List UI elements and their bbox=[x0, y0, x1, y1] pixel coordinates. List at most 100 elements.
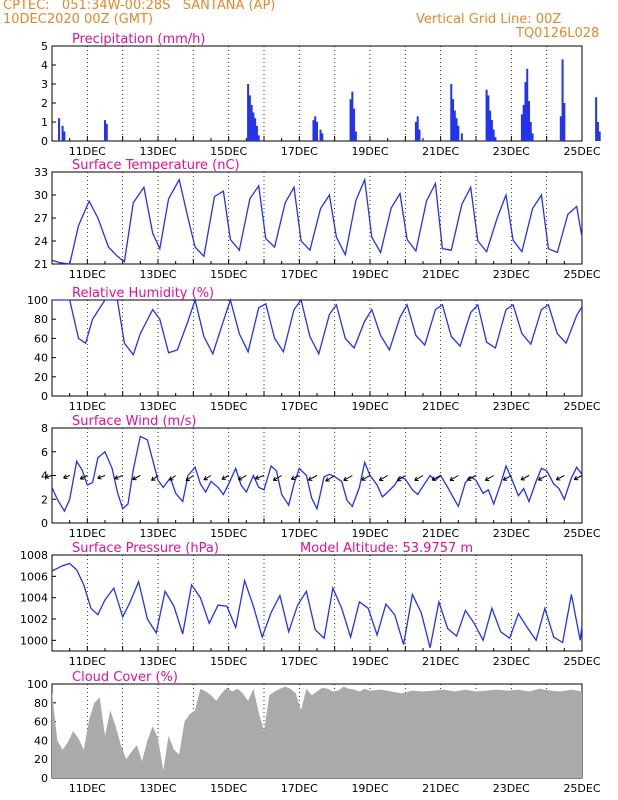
panel-pressure: 1000 1002 1004 1006 1008 11DEC 13DEC 15DEC 17DEC… bbox=[20, 541, 601, 668]
precip-bar bbox=[520, 114, 523, 141]
wind-arrow-head bbox=[255, 478, 260, 480]
wind-arrow-head bbox=[396, 476, 400, 481]
wind-arrow bbox=[308, 475, 318, 481]
wind-arrow bbox=[255, 475, 265, 480]
precip-bar bbox=[418, 129, 421, 141]
panel-frame bbox=[51, 299, 583, 397]
wind-arrow bbox=[520, 475, 530, 481]
y-tick-label: 100 bbox=[27, 678, 48, 691]
wind-arrow bbox=[132, 475, 141, 480]
precip-bar bbox=[61, 125, 64, 141]
wind-arrow-head bbox=[325, 477, 329, 482]
y-tick-label: 27 bbox=[34, 212, 48, 225]
wind-arrow-head bbox=[449, 476, 453, 481]
wind-arrow bbox=[485, 475, 494, 481]
wind-series-line bbox=[51, 435, 583, 513]
wind-arrow-head bbox=[63, 477, 68, 480]
precip-bar bbox=[494, 137, 497, 141]
y-tick-label: 0 bbox=[41, 135, 48, 148]
panel-title: Precipitation (mm/h) bbox=[72, 32, 205, 47]
x-tick-label: 23DEC bbox=[493, 782, 530, 795]
wind-arrow bbox=[325, 475, 335, 482]
wind-arrow bbox=[151, 475, 159, 481]
precip-bar bbox=[522, 104, 525, 141]
y-tick-label: 20 bbox=[34, 753, 48, 766]
wind-arrow-head bbox=[520, 476, 524, 481]
x-tick-label: 19DEC bbox=[351, 268, 388, 281]
y-tick-label: 80 bbox=[34, 697, 48, 710]
precip-bar bbox=[487, 95, 490, 141]
precip-bar bbox=[353, 108, 356, 141]
x-tick-label: 17DEC bbox=[281, 527, 318, 540]
precip-bar bbox=[354, 131, 357, 141]
precip-bar bbox=[559, 116, 562, 141]
y-tick-label: 40 bbox=[34, 734, 48, 747]
wind-arrow-head bbox=[237, 476, 241, 481]
x-tick-label: 13DEC bbox=[139, 655, 176, 668]
panel-humidity: 0 20 40 60 80 100 11DEC 13DEC 15DEC 17DEC 19DEC 21D… bbox=[27, 286, 601, 413]
y-tick-label: 8 bbox=[41, 422, 48, 435]
panel-title: Surface Pressure (hPa) bbox=[72, 541, 219, 556]
precip-bar bbox=[316, 122, 318, 141]
precip-bar bbox=[485, 89, 488, 141]
wind-arrow-head bbox=[63, 474, 67, 479]
precip-bar bbox=[529, 122, 532, 141]
wind-arrow-head bbox=[114, 475, 118, 479]
precip-bar bbox=[563, 103, 566, 141]
x-tick-label: 17DEC bbox=[281, 400, 318, 413]
precip-bar bbox=[455, 118, 458, 141]
precip-bar bbox=[349, 99, 352, 141]
precip-bar bbox=[528, 101, 530, 141]
x-tick-label: 23DEC bbox=[493, 145, 530, 158]
x-tick-label: 17DEC bbox=[281, 782, 318, 795]
x-tick-label: 25DEC bbox=[563, 268, 600, 281]
x-tick-label: 11DEC bbox=[69, 268, 106, 281]
precip-bar bbox=[319, 129, 322, 141]
wind-arrow bbox=[361, 475, 371, 481]
x-tick-label: 15DEC bbox=[210, 145, 247, 158]
precip-bar bbox=[561, 59, 564, 141]
x-tick-label: 19DEC bbox=[351, 527, 388, 540]
panel-annotation: Model Altitude: 53.9757 m bbox=[300, 541, 473, 556]
wind-arrow-head bbox=[169, 476, 172, 481]
x-tick-label: 19DEC bbox=[351, 782, 388, 795]
x-tick-label: 13DEC bbox=[139, 400, 176, 413]
panel-title: Relative Humidity (%) bbox=[72, 286, 214, 301]
x-tick-label: 17DEC bbox=[281, 268, 318, 281]
wind-arrow bbox=[467, 475, 477, 481]
wind-arrow bbox=[343, 475, 353, 481]
panel-temperature: 21 24 27 30 33 11DEC 13DEC 15DEC 17DEC 19DEC 21DEC… bbox=[34, 158, 601, 281]
x-tick-label: 23DEC bbox=[493, 400, 530, 413]
wind-arrow bbox=[273, 475, 282, 481]
panel-title: Cloud Cover (%) bbox=[72, 670, 178, 685]
y-tick-label: 24 bbox=[34, 235, 48, 248]
x-tick-label: 13DEC bbox=[139, 782, 176, 795]
wind-arrow-head bbox=[484, 476, 488, 481]
precip-bar bbox=[312, 120, 315, 141]
x-tick-label: 19DEC bbox=[351, 145, 388, 158]
pressure-series-line bbox=[51, 562, 583, 648]
precip-bar bbox=[452, 99, 455, 141]
y-tick-label: 40 bbox=[34, 352, 48, 365]
x-tick-label: 17DEC bbox=[281, 145, 318, 158]
y-tick-label: 0 bbox=[41, 772, 48, 785]
panel-title: Surface Wind (m/s) bbox=[72, 414, 196, 429]
y-tick-label: 2 bbox=[41, 493, 48, 506]
x-tick-label: 21DEC bbox=[422, 145, 459, 158]
grid-note: Vertical Grid Line: 00Z bbox=[416, 12, 562, 27]
x-tick-label: 15DEC bbox=[210, 400, 247, 413]
precip-bar bbox=[255, 125, 258, 141]
x-tick-label: 21DEC bbox=[422, 527, 459, 540]
precip-bar bbox=[58, 118, 61, 141]
humidity-series-line bbox=[52, 297, 583, 357]
x-tick-label: 25DEC bbox=[563, 782, 600, 795]
wind-arrow-head bbox=[151, 476, 154, 481]
precip-bar bbox=[524, 82, 527, 141]
y-tick-label: 20 bbox=[34, 371, 48, 384]
cloud-area bbox=[52, 686, 582, 778]
wind-arrow bbox=[203, 475, 212, 481]
x-tick-label: 25DEC bbox=[563, 527, 600, 540]
y-tick-label: 1004 bbox=[20, 592, 48, 605]
x-tick-label: 11DEC bbox=[69, 782, 106, 795]
